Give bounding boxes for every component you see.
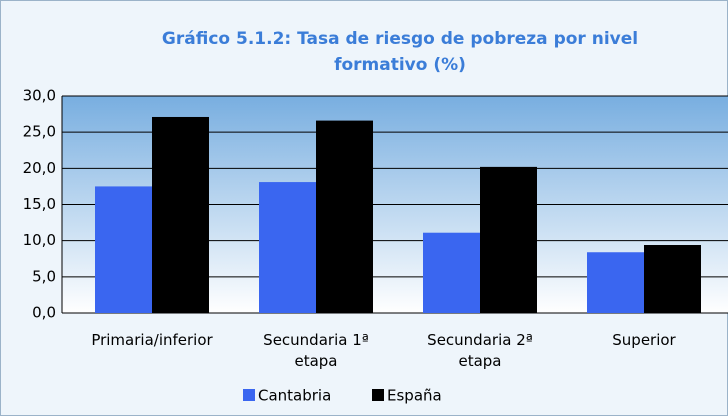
y-tick-label: 10,0 (23, 231, 56, 249)
y-tick-label: 25,0 (23, 123, 56, 141)
y-tick-label: 0,0 (32, 304, 56, 322)
y-tick-label: 20,0 (23, 159, 56, 177)
legend-swatch (243, 389, 255, 401)
x-tick-label: Superior (612, 331, 676, 349)
x-tick-label: Secundaria 1ª etapa (263, 331, 369, 370)
bar (259, 182, 316, 313)
y-tick-label: 5,0 (32, 267, 56, 285)
y-tick-label: 15,0 (23, 195, 56, 213)
bar (95, 186, 152, 313)
legend-label: Cantabria (258, 387, 331, 405)
bar (423, 232, 480, 313)
bar (644, 245, 701, 313)
legend-label: España (387, 387, 442, 405)
bar (316, 120, 373, 314)
y-tick-label: 30,0 (23, 87, 56, 105)
x-tick-label: Primaria/inferior (91, 331, 213, 349)
bar (480, 166, 537, 313)
bar (587, 252, 644, 313)
legend-swatch (372, 389, 384, 401)
x-tick-label: Secundaria 2ª etapa (427, 331, 533, 370)
chart-title: Gráfico 5.1.2: Tasa de riesgo de pobreza… (161, 29, 639, 75)
bar (152, 116, 209, 313)
